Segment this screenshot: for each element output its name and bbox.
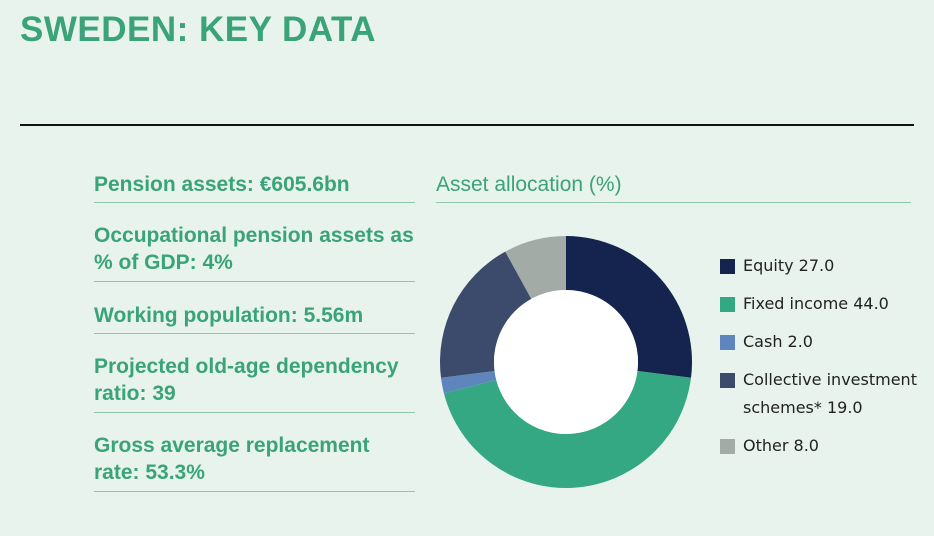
- stat-dependency-ratio: Projected old-age dependency ratio: 39: [94, 334, 415, 413]
- donut-slice-equity: [566, 236, 692, 378]
- stat-replacement-rate: Gross average replacement rate: 53.3%: [94, 413, 415, 492]
- legend-label-fixed-income: Fixed income 44.0: [743, 294, 889, 313]
- legend-label-collective-investment: Collective investment schemes* 19.0: [743, 370, 917, 417]
- chart-title: Asset allocation (%): [436, 166, 911, 203]
- donut-slice-cash: [440, 371, 497, 394]
- donut-slice-collective-investment: [440, 251, 532, 378]
- legend-swatch-fixed-income: [720, 297, 735, 312]
- stat-pension-assets: Pension assets: €605.6bn: [94, 166, 415, 203]
- legend-swatch-other: [720, 439, 735, 454]
- legend-label-other: Other 8.0: [743, 436, 819, 455]
- donut-slice-other: [505, 236, 566, 299]
- title-divider: [20, 124, 914, 126]
- legend-item-collective-investment: Collective investment schemes* 19.0: [720, 366, 920, 422]
- legend-swatch-equity: [720, 259, 735, 274]
- page-title: SWEDEN: KEY DATA: [20, 10, 377, 49]
- chart-legend: Equity 27.0 Fixed income 44.0 Cash 2.0 C…: [720, 252, 920, 470]
- legend-item-fixed-income: Fixed income 44.0: [720, 290, 920, 318]
- donut-hole: [494, 290, 638, 434]
- legend-item-equity: Equity 27.0: [720, 252, 920, 280]
- key-stats-list: Pension assets: €605.6bn Occupational pe…: [94, 166, 415, 492]
- legend-swatch-cash: [720, 335, 735, 350]
- stat-occupational-assets-gdp: Occupational pension assets as % of GDP:…: [94, 203, 415, 282]
- legend-item-other: Other 8.0: [720, 432, 920, 460]
- legend-item-cash: Cash 2.0: [720, 328, 920, 356]
- asset-allocation-donut: [440, 236, 692, 489]
- donut-slice-fixed-income: [443, 371, 692, 489]
- legend-label-cash: Cash 2.0: [743, 332, 813, 351]
- legend-swatch-collective-investment: [720, 373, 735, 388]
- stat-working-population: Working population: 5.56m: [94, 282, 415, 334]
- legend-label-equity: Equity 27.0: [743, 256, 835, 275]
